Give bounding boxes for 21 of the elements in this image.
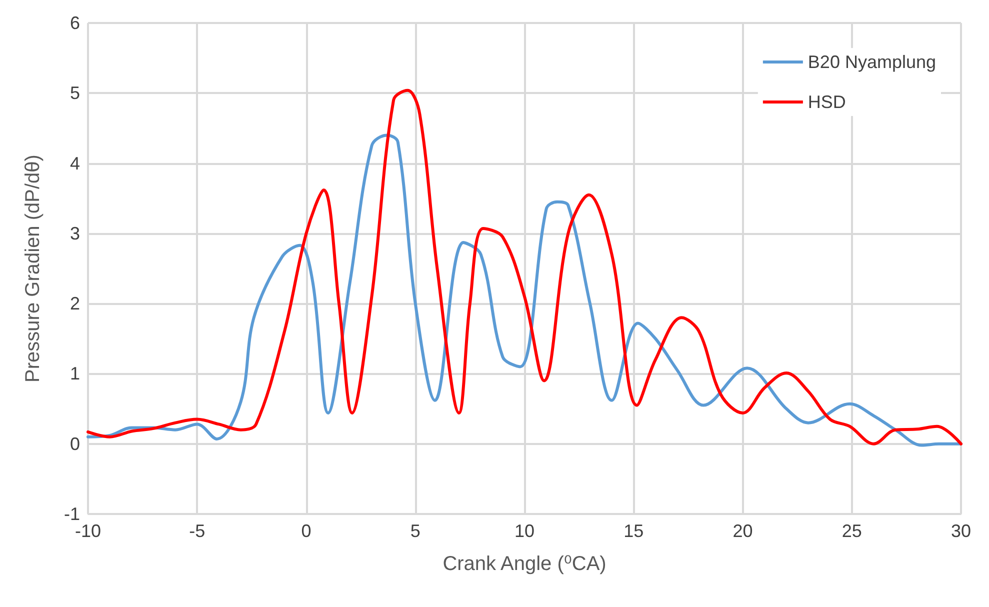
- y-tick-label: 1: [70, 364, 80, 384]
- x-tick-label: -10: [74, 521, 102, 541]
- y-tick-label: 5: [70, 83, 80, 104]
- y-axis-title: Pressure Gradien (dP/dθ): [22, 154, 44, 382]
- x-tick-label: 25: [842, 521, 862, 541]
- x-tick-label: -5: [189, 521, 206, 541]
- y-tick-label: 3: [70, 223, 80, 244]
- y-tick-label: -1: [64, 504, 80, 524]
- y-tick-label: 4: [70, 153, 80, 174]
- y-tick-label: 0: [70, 434, 80, 454]
- x-tick-label: 10: [514, 521, 535, 541]
- x-axis-title: Crank Angle (⁰CA): [442, 553, 606, 575]
- y-tick-label: 2: [70, 294, 80, 314]
- x-tick-label: 20: [732, 521, 753, 541]
- y-tick-label: 6: [70, 13, 80, 33]
- legend-label: B20 Nyamplung: [808, 52, 936, 72]
- x-tick-label: 15: [624, 521, 644, 541]
- x-tick-label: 30: [950, 521, 972, 541]
- x-tick-label: 5: [410, 521, 420, 541]
- legend-label: HSD: [808, 92, 846, 112]
- x-tick-label: 0: [301, 521, 312, 541]
